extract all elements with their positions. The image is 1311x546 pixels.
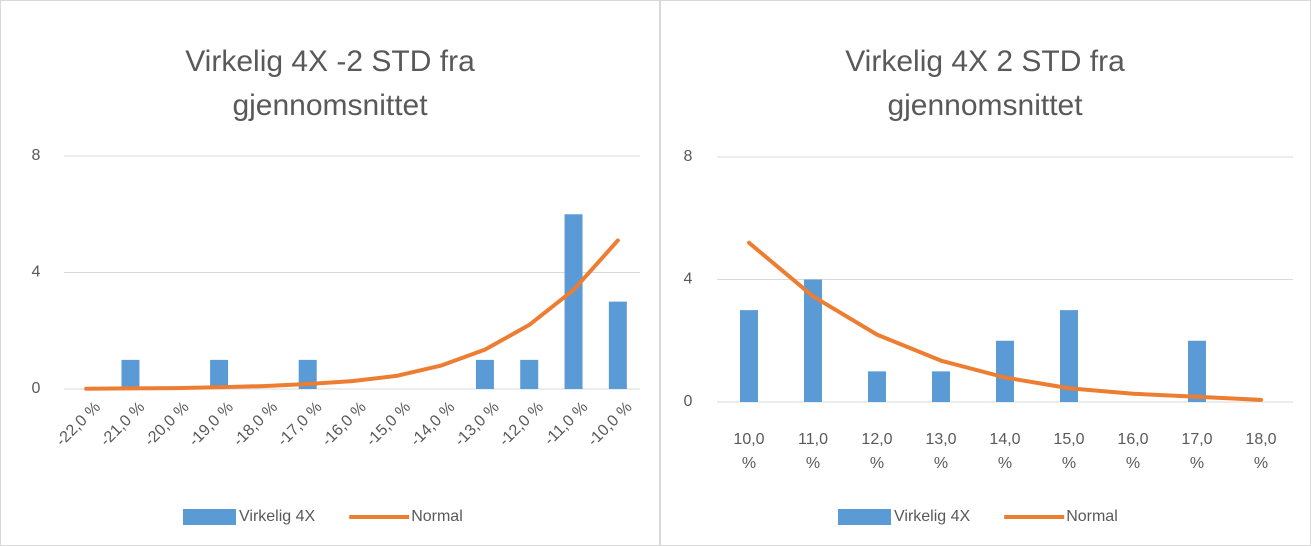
x-tick-label: -12,0 %	[496, 399, 547, 450]
bar	[1060, 310, 1078, 402]
bar	[996, 340, 1014, 402]
bar	[121, 359, 140, 389]
x-tick-label: 11,0 %	[798, 431, 828, 472]
x-tick-label: 10,0 %	[733, 431, 765, 472]
bar	[298, 359, 317, 389]
chart-title: Virkelig 4X 2 STD fra gjennomsnittet	[845, 45, 1125, 122]
x-tick-label: -13,0 %	[452, 399, 503, 450]
bar	[210, 359, 229, 389]
y-tick-label: 4	[32, 264, 41, 281]
y-tick-label: 8	[684, 148, 693, 165]
line	[747, 240, 1263, 402]
x-tick-label: -10,0 %	[585, 399, 636, 450]
bar	[740, 310, 758, 402]
x-tick-label: 15,0 %	[1053, 431, 1085, 472]
x-tick-label: -18,0 %	[230, 399, 281, 450]
x-tick-label: 18,0 %	[1245, 431, 1277, 472]
x-tick-label: -19,0 %	[186, 399, 237, 450]
bar	[804, 279, 822, 402]
x-tick-label: 17,0 %	[1181, 431, 1213, 472]
y-tick-label: 4	[684, 271, 693, 288]
legend-label: Normal	[411, 508, 463, 525]
legend-label: Virkelig 4X	[239, 508, 316, 525]
legend-label: Virkelig 4X	[894, 508, 971, 525]
x-tick-label: 14,0 %	[989, 431, 1021, 472]
legend-swatch	[183, 509, 236, 525]
x-tick-label: -14,0 %	[407, 399, 458, 450]
bar	[520, 359, 539, 389]
x-tick-label: -22,0 %	[53, 399, 104, 450]
x-tick-label: 13,0 %	[925, 431, 957, 472]
y-tick-label: 0	[684, 393, 693, 410]
legend-swatch	[838, 509, 891, 525]
x-tick-label: -11,0 %	[541, 399, 591, 449]
bar	[932, 371, 950, 402]
legend-label: Normal	[1066, 508, 1118, 525]
y-tick-label: 8	[32, 147, 41, 164]
x-tick-label: -15,0 %	[363, 399, 414, 450]
x-tick-label: 16,0 %	[1117, 431, 1149, 472]
line	[84, 238, 620, 391]
x-tick-label: -20,0 %	[142, 399, 193, 450]
bar	[475, 359, 494, 389]
bar	[608, 301, 627, 389]
x-tick-label: -16,0 %	[319, 399, 370, 450]
y-tick-label: 0	[32, 380, 41, 397]
bar	[1188, 340, 1206, 402]
bar	[868, 371, 886, 402]
x-tick-label: -17,0 %	[274, 399, 325, 450]
bar	[564, 214, 583, 389]
x-tick-label: -21,0 %	[97, 399, 148, 450]
chart-title: Virkelig 4X -2 STD fra gjennomsnittet	[185, 45, 475, 122]
x-tick-label: 12,0 %	[861, 431, 893, 472]
